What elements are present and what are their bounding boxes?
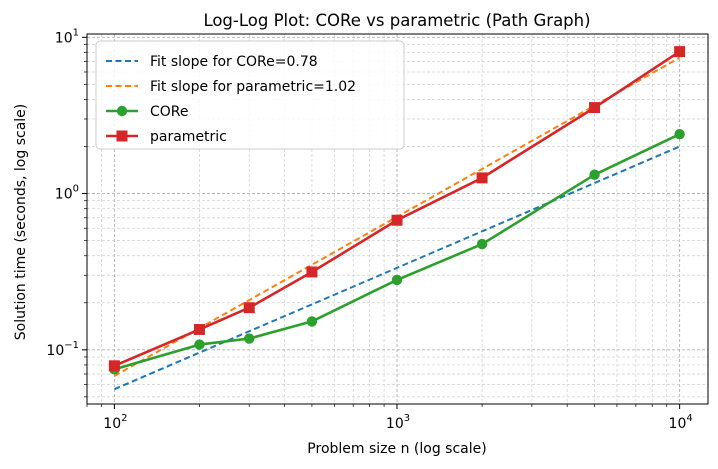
core-point-marker xyxy=(674,128,685,140)
y-tick-label: 101 xyxy=(55,27,79,46)
parametric-point-marker xyxy=(476,172,488,184)
x-tick-label: 104 xyxy=(669,413,693,432)
legend-label-3: CORe xyxy=(150,104,189,120)
series-line-3 xyxy=(114,133,681,371)
plot-series xyxy=(108,46,686,391)
core-point-marker xyxy=(391,274,403,286)
parametric-point-marker xyxy=(243,302,255,314)
legend-box xyxy=(95,40,405,150)
parametric-point-marker xyxy=(674,46,686,58)
x-tick-label: 102 xyxy=(103,413,127,432)
y-tick-label: 10−1 xyxy=(46,340,79,359)
parametric-point-marker xyxy=(306,266,318,278)
core-point-marker xyxy=(244,333,255,344)
x-axis-label: Problem size n (log scale) xyxy=(307,441,486,457)
series-line-1 xyxy=(114,145,680,391)
chart-title: Log-Log Plot: CORe vs parametric (Path G… xyxy=(203,11,590,30)
y-tick-label: 100 xyxy=(55,184,79,203)
series-line-4 xyxy=(113,50,681,367)
y-axis-label: Solution time (seconds, log scale) xyxy=(13,104,29,340)
legend: Fit slope for CORe=0.78 Fit slope for par… xyxy=(95,40,405,150)
core-point-marker xyxy=(194,339,205,350)
axis-ticks: 102 103 104 10−1 100 101 xyxy=(46,27,692,432)
parametric-point-marker xyxy=(589,102,601,114)
legend-circle-marker xyxy=(116,105,128,117)
parametric-point-marker xyxy=(193,323,205,335)
x-tick-label: 103 xyxy=(386,413,410,432)
legend-label-4: parametric xyxy=(150,129,227,145)
legend-label-1: Fit slope for CORe=0.78 xyxy=(150,54,318,70)
core-point-marker xyxy=(476,238,488,250)
legend-square-marker xyxy=(116,130,128,142)
parametric-point-marker xyxy=(108,360,120,372)
parametric-point-marker xyxy=(391,214,403,226)
core-point-marker xyxy=(589,169,600,180)
core-point-marker xyxy=(306,316,318,327)
legend-label-2: Fit slope for parametric=1.02 xyxy=(150,79,356,95)
